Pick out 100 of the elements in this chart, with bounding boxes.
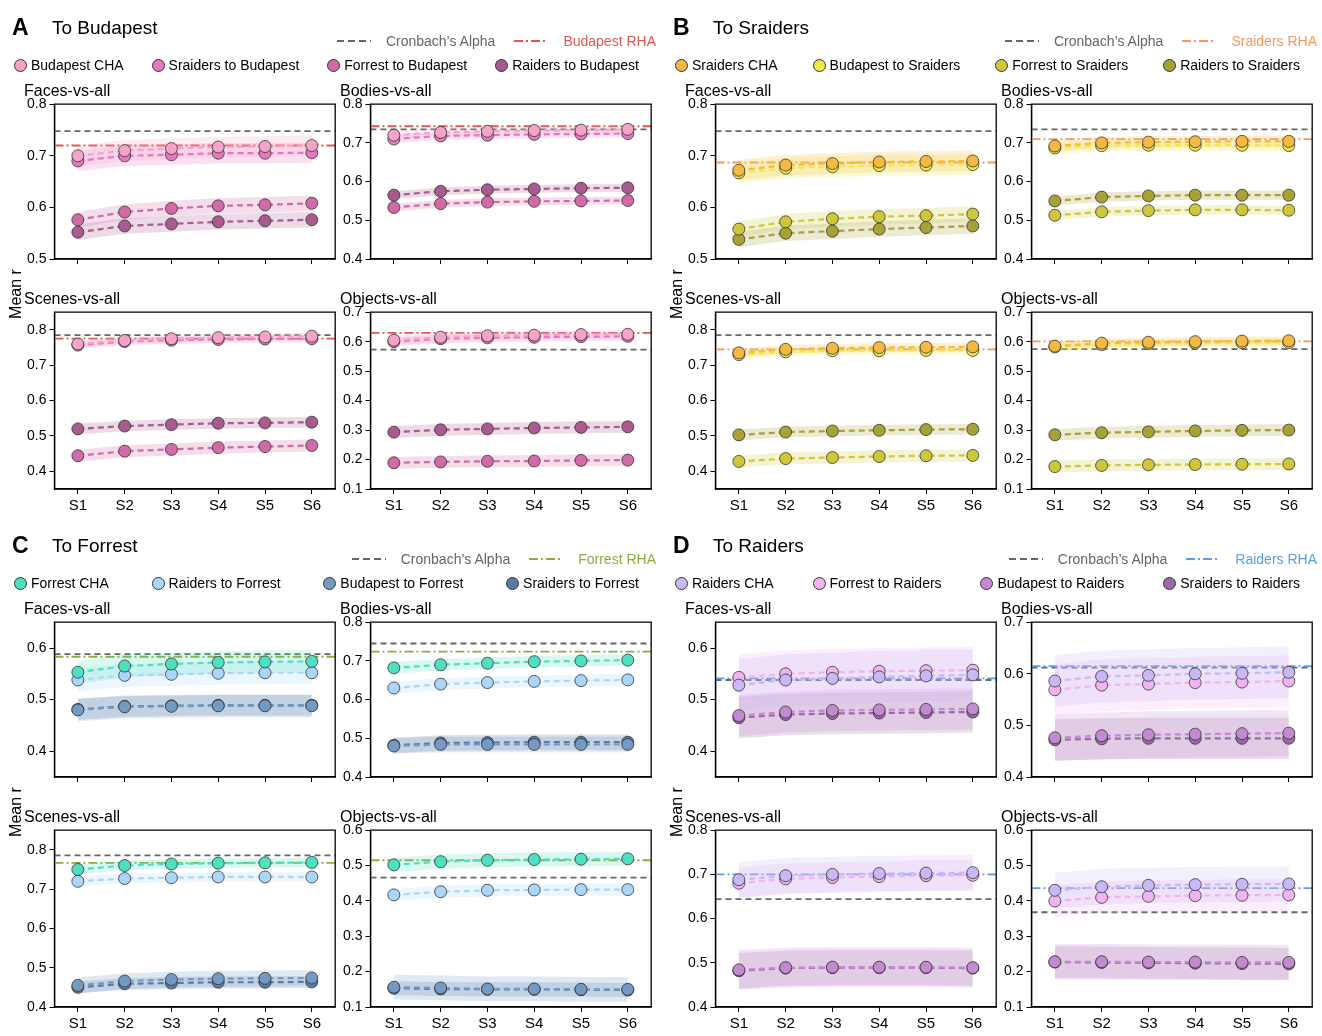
y-tick-label: 0.4 — [1003, 767, 1024, 784]
y-tick-label: 0.3 — [342, 927, 363, 944]
y-tick-label: 0.5 — [1003, 361, 1024, 378]
legend-label: Raiders to Sraiders — [1180, 57, 1300, 73]
y-tick-label: 0.6 — [26, 198, 47, 215]
y-tick-label: 0.1 — [342, 997, 363, 1014]
y-tick-label: 0.4 — [342, 891, 363, 908]
legend-label: Forrest CHA — [31, 575, 109, 591]
y-tick-label: 0.8 — [342, 95, 363, 112]
legend-label: Sraiders to Raiders — [1180, 575, 1300, 591]
y-tick-label: 0.5 — [342, 211, 363, 228]
y-tick-label: 0.5 — [26, 690, 47, 707]
legend-label: Forrest to Sraiders — [1012, 57, 1129, 73]
legend-label: Raiders CHA — [692, 575, 774, 591]
x-tick-label: S3 — [1139, 1014, 1158, 1032]
x-tick-label: S6 — [302, 496, 321, 514]
y-tick-label: 0.5 — [687, 249, 708, 266]
x-tick-label: S5 — [571, 1014, 591, 1032]
x-tick-label: S6 — [618, 1014, 637, 1032]
legend-label: Forrest RHA — [578, 551, 656, 567]
y-tick-label: 0.8 — [26, 320, 47, 337]
x-tick-label: S2 — [431, 496, 450, 514]
y-tick-label: 0.5 — [1003, 211, 1024, 228]
x-tick-label: S6 — [1279, 496, 1298, 514]
y-tick-label: 0.4 — [342, 249, 363, 266]
y-tick-label: 0.4 — [687, 742, 708, 759]
y-tick-label: 0.6 — [26, 919, 47, 936]
x-tick-label: S2 — [115, 496, 134, 514]
x-tick-label: S5 — [1232, 1014, 1252, 1032]
y-tick-label: 0.7 — [26, 146, 47, 163]
y-tick-label: 0.2 — [1003, 962, 1024, 979]
x-tick-label: S2 — [115, 1014, 134, 1032]
legend-title: To Raiders — [713, 535, 804, 557]
y-tick-label: 0.5 — [1003, 856, 1024, 873]
x-tick-label: S5 — [1232, 496, 1252, 514]
y-tick-label: 0.5 — [26, 426, 47, 443]
legend-label: Sraiders CHA — [692, 57, 778, 73]
x-tick-label: S1 — [729, 496, 749, 514]
x-tick-label: S2 — [776, 496, 795, 514]
x-tick-label: S4 — [870, 496, 889, 514]
y-tick-label: 0.6 — [26, 638, 47, 655]
y-tick-label: 0.6 — [687, 198, 708, 215]
x-tick-label: S3 — [162, 496, 181, 514]
y-tick-label: 0.4 — [342, 391, 363, 408]
x-tick-label: S5 — [255, 1014, 275, 1032]
y-tick-label: 0.5 — [342, 729, 363, 746]
chart-title: Scenes-vs-all — [24, 808, 121, 826]
chart-title: Faces-vs-all — [685, 600, 772, 618]
y-tick-label: 0.6 — [342, 332, 363, 349]
legend-label: Cronbach’s Alpha — [1053, 33, 1164, 49]
y-tick-label: 0.4 — [26, 462, 47, 479]
y-tick-label: 0.8 — [1003, 95, 1024, 112]
y-tick-label: 0.4 — [687, 462, 708, 479]
x-tick-label: S2 — [776, 1014, 795, 1032]
legend-title: To Sraiders — [713, 17, 810, 39]
y-tick-label: 0.2 — [1003, 450, 1024, 467]
legend-title: To Budapest — [52, 17, 158, 39]
legend-title: To Forrest — [52, 535, 138, 557]
y-tick-label: 0.5 — [342, 856, 363, 873]
x-tick-label: S1 — [68, 496, 88, 514]
y-tick-label: 0.4 — [26, 997, 47, 1014]
x-tick-label: S1 — [384, 496, 404, 514]
x-tick-label: S3 — [478, 1014, 497, 1032]
x-tick-label: S6 — [618, 496, 637, 514]
y-tick-label: 0.8 — [342, 613, 363, 630]
legend-label: Budapest to Forrest — [340, 575, 464, 591]
y-tick-label: 0.6 — [687, 909, 708, 926]
y-tick-label: 0.4 — [26, 742, 47, 759]
y-tick-label: 0.4 — [342, 767, 363, 784]
y-tick-label: 0.7 — [1003, 133, 1024, 150]
y-tick-label: 0.1 — [1003, 479, 1024, 496]
y-axis-title: Mean r — [668, 786, 686, 839]
x-tick-label: S3 — [823, 1014, 842, 1032]
y-tick-label: 0.7 — [687, 356, 708, 373]
x-tick-label: S6 — [963, 1014, 982, 1032]
y-tick-label: 0.3 — [342, 420, 363, 437]
x-tick-label: S3 — [823, 496, 842, 514]
y-axis-title: Mean r — [668, 268, 686, 321]
chart-title: Faces-vs-all — [24, 600, 111, 618]
text: C — [12, 532, 29, 559]
x-tick-label: S3 — [1139, 496, 1158, 514]
x-tick-label: S3 — [162, 1014, 181, 1032]
y-tick-label: 0.6 — [1003, 664, 1024, 681]
y-tick-label: 0.8 — [687, 95, 708, 112]
chart-title: Scenes-vs-all — [24, 290, 121, 308]
y-tick-label: 0.7 — [687, 865, 708, 882]
y-tick-label: 0.7 — [342, 133, 363, 150]
y-tick-label: 0.1 — [1003, 997, 1024, 1014]
legend-label: Forrest to Budapest — [344, 57, 468, 73]
y-tick-label: 0.5 — [342, 361, 363, 378]
legend-label: Sraiders to Budapest — [168, 57, 300, 73]
x-tick-label: S4 — [1186, 1014, 1205, 1032]
legend-label: Cronbach’s Alpha — [385, 33, 496, 49]
y-tick-label: 0.6 — [26, 391, 47, 408]
x-tick-label: S1 — [68, 1014, 88, 1032]
legend-label: Cronbach’s Alpha — [1057, 551, 1168, 567]
x-tick-label: S3 — [478, 496, 497, 514]
y-tick-label: 0.7 — [26, 356, 47, 373]
text: B — [673, 14, 690, 41]
y-tick-label: 0.8 — [687, 821, 708, 838]
